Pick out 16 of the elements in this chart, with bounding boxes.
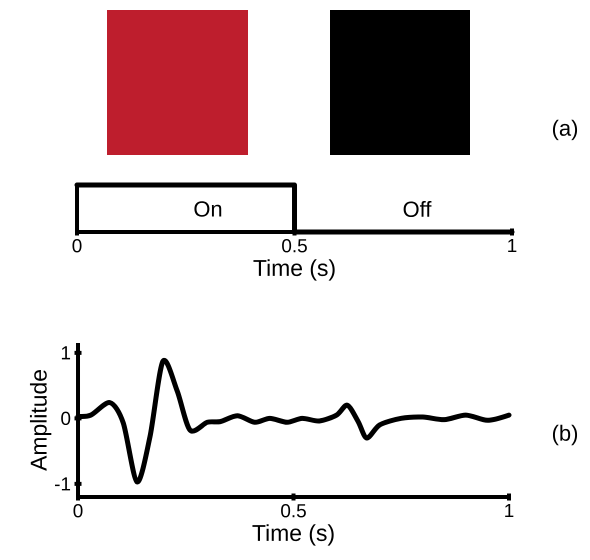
- x-tick-label: 1: [508, 239, 516, 252]
- x-axis-title: Time (s): [253, 259, 335, 281]
- x-tick-label: 1: [505, 504, 514, 518]
- x-axis-title: Time (s): [252, 524, 334, 546]
- text: (a): [552, 120, 578, 140]
- y-tick-label: 1: [62, 346, 70, 360]
- x-tick-label: 0: [72, 239, 82, 252]
- annotation: Off: [404, 200, 432, 218]
- y-tick-label: 0: [61, 412, 70, 426]
- x-tick-label: 0.5: [281, 504, 306, 518]
- x-tick-label: 0.5: [282, 239, 307, 252]
- text: (b): [552, 424, 578, 446]
- annotation: On: [194, 201, 222, 217]
- x-tick-label: 0: [73, 504, 83, 518]
- y-tick-label: -1: [55, 477, 70, 490]
- y-axis-title: Amplitude: [30, 370, 52, 471]
